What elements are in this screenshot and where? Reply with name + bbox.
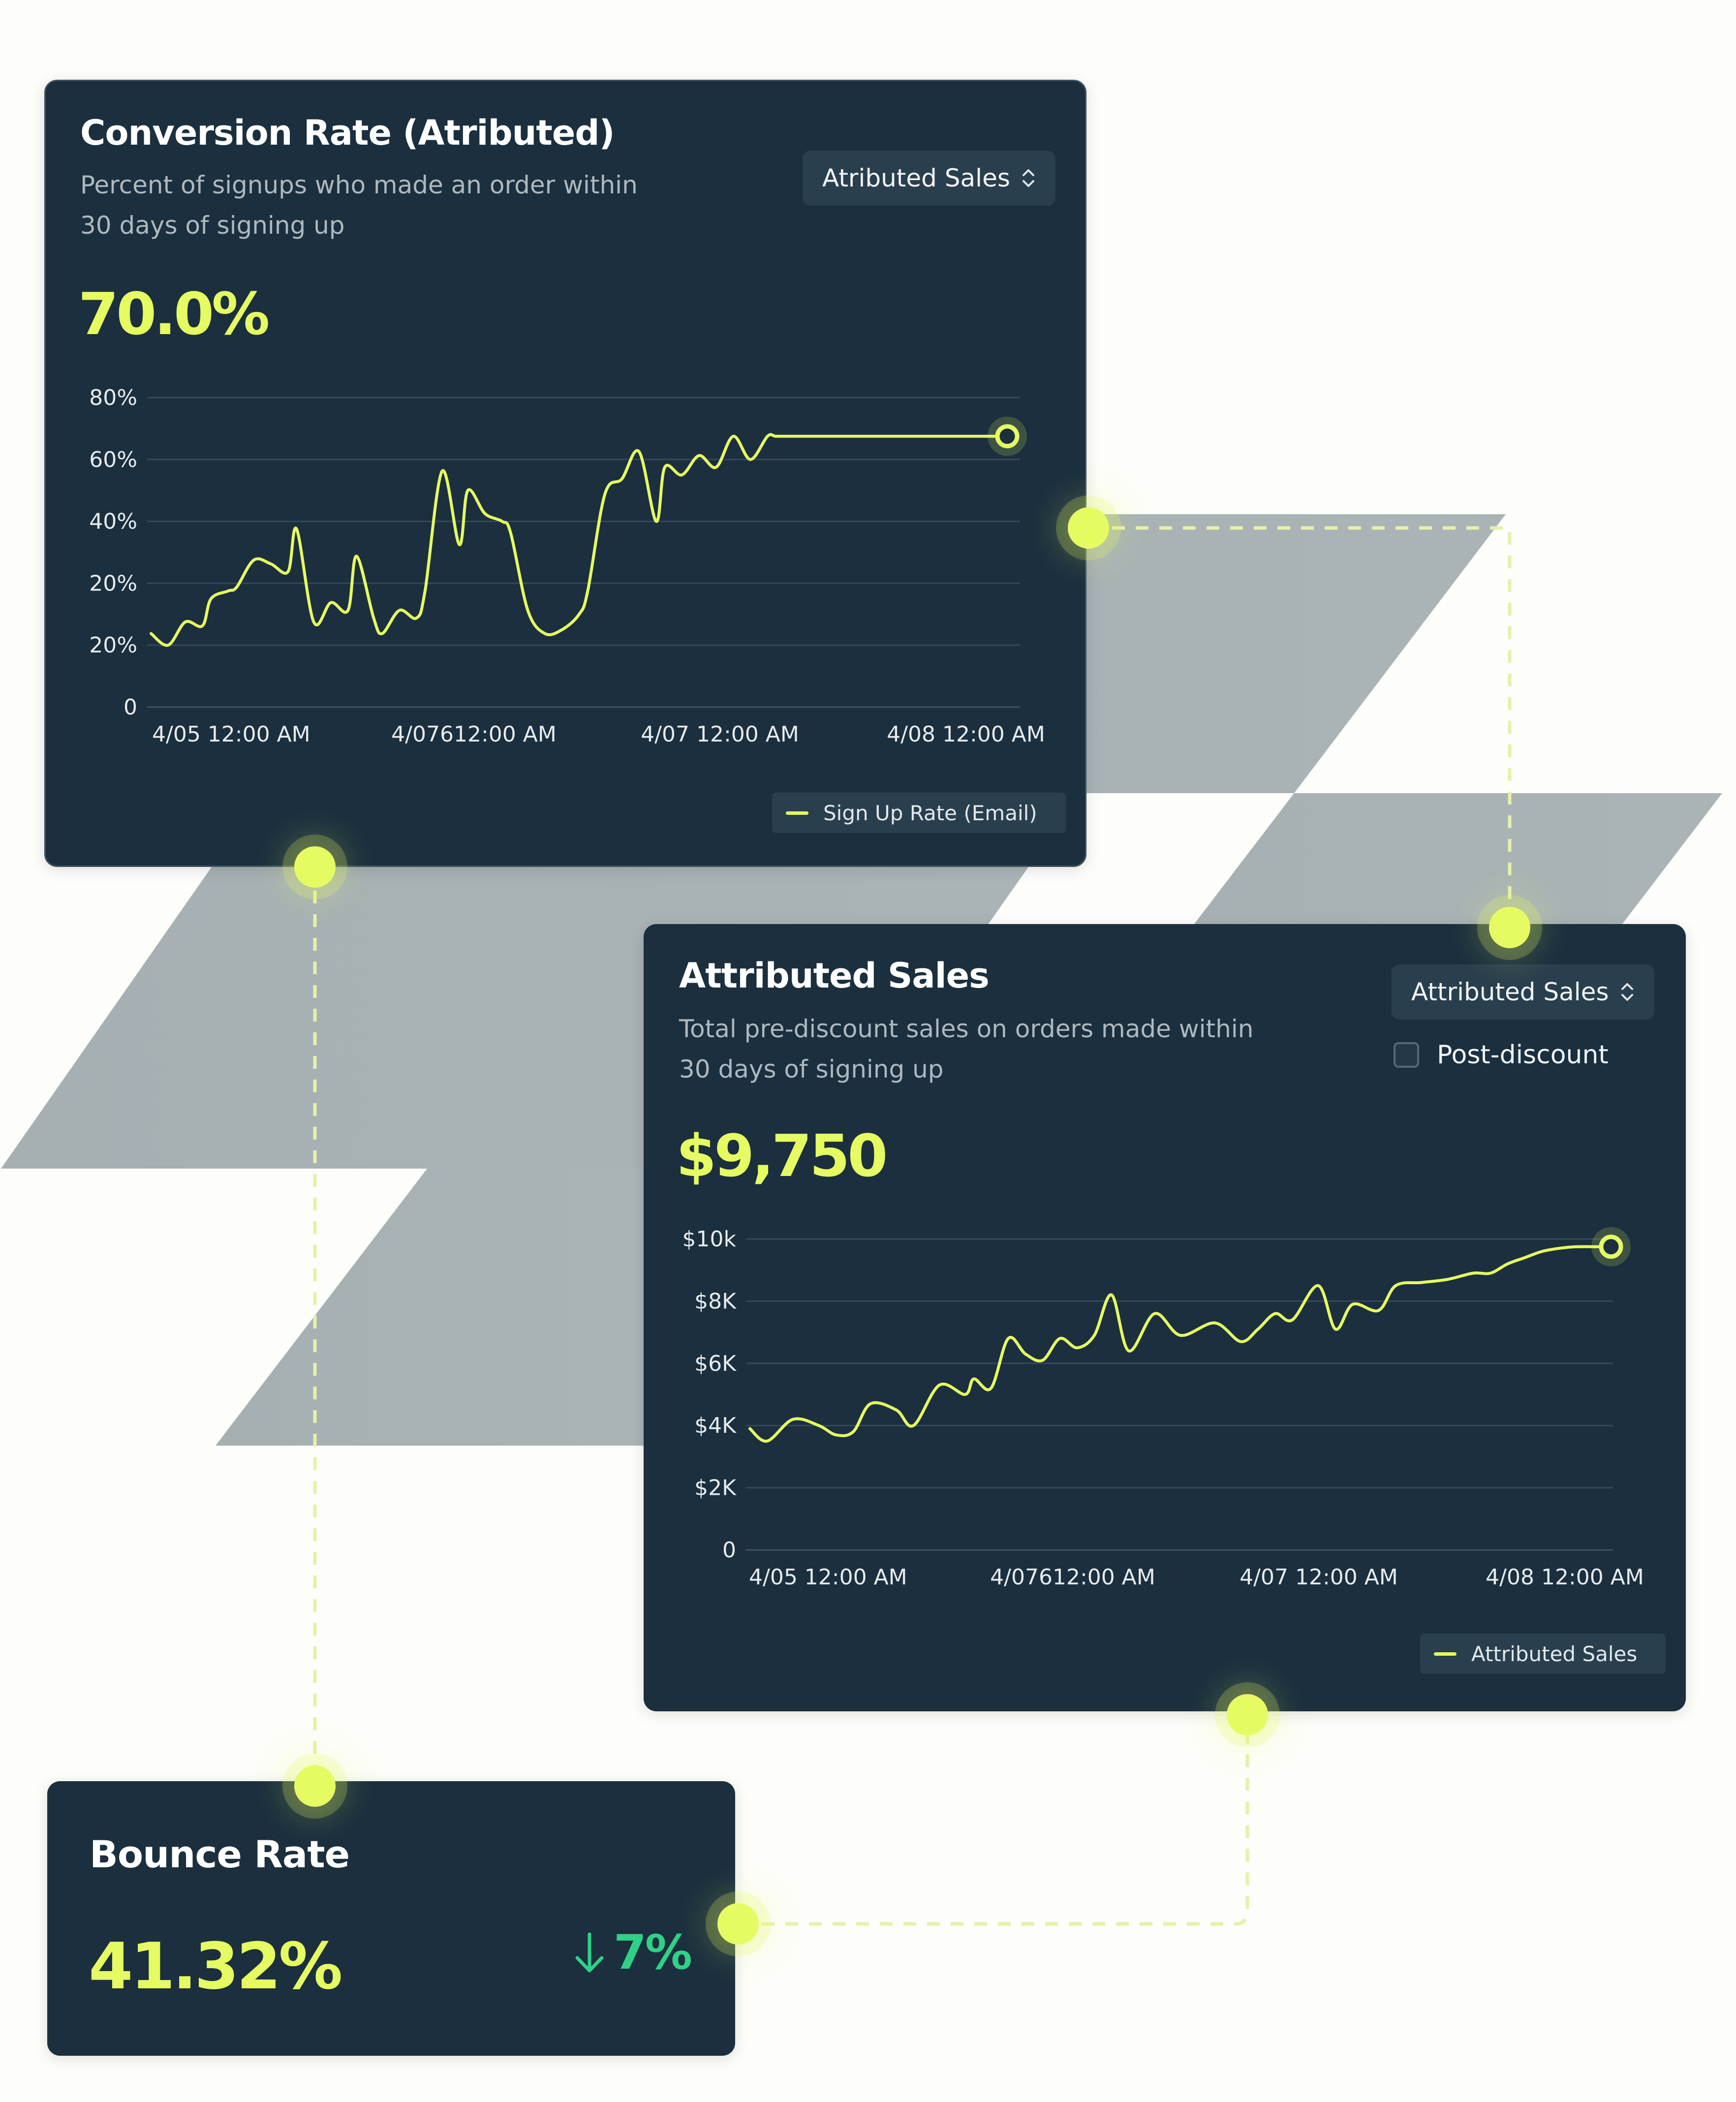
bounce-rate-card: Bounce Rate 41.32% 7% bbox=[47, 1781, 735, 2056]
attributed-sales-value: $9,750 bbox=[676, 1122, 888, 1190]
conversion-rate-value: 70.0% bbox=[78, 280, 270, 348]
y-tick-label: $10k bbox=[682, 1227, 737, 1252]
x-tick-label: 4/08 12:00 AM bbox=[887, 722, 1045, 747]
connector-dot bbox=[294, 1765, 336, 1807]
x-tick-label: 4/05 12:00 AM bbox=[152, 722, 310, 747]
card-subtitle: Percent of signups who made an order wit… bbox=[80, 171, 638, 240]
endpoint-marker bbox=[1599, 1235, 1623, 1259]
connector-line bbox=[1088, 526, 1512, 927]
dropdown-label: Attributed Sales bbox=[1411, 978, 1609, 1006]
bounce-rate-delta: 7% bbox=[572, 1925, 692, 1980]
connector-dot bbox=[717, 1903, 759, 1945]
legend-swatch bbox=[1434, 1652, 1457, 1656]
y-tick-label: 40% bbox=[89, 509, 137, 534]
x-tick-label: 4/07 12:00 AM bbox=[641, 722, 799, 747]
y-tick-label: $2K bbox=[694, 1476, 737, 1501]
metric-dropdown[interactable]: Attributed Sales bbox=[1392, 964, 1654, 1020]
attributed-sales-card: Attributed Sales Total pre-discount sale… bbox=[644, 924, 1686, 1711]
bounce-rate-value: 41.32% bbox=[89, 1929, 342, 2004]
card-title: Conversion Rate (Atributed) bbox=[80, 113, 615, 153]
chevron-up-down-icon bbox=[1621, 983, 1633, 1001]
metric-dropdown[interactable]: Atributed Sales bbox=[803, 151, 1055, 206]
dropdown-label: Atributed Sales bbox=[822, 164, 1010, 192]
post-discount-toggle[interactable]: Post-discount bbox=[1394, 1040, 1609, 1070]
chevron-up-down-icon bbox=[1022, 169, 1034, 187]
post-discount-checkbox[interactable] bbox=[1394, 1042, 1419, 1068]
series-line bbox=[150, 433, 1009, 647]
card-subtitle: Total pre-discount sales on orders made … bbox=[679, 1015, 1254, 1083]
conversion-rate-chart: 80% 60% 40% 20% 20% 0 4/05 12:00 AM 4/07612:00 … bbox=[89, 385, 1045, 747]
delta-value: 7% bbox=[614, 1925, 692, 1980]
y-tick-label: $4K bbox=[694, 1413, 737, 1438]
background-shape bbox=[216, 1169, 650, 1446]
x-tick-label: 4/07 12:00 AM bbox=[1240, 1565, 1398, 1590]
attributed-sales-chart: $10k $8K $6K $4K $2K 0 4/05 12:00 AM 4/07612:00… bbox=[682, 1227, 1644, 1590]
x-tick-label: 4/07612:00 AM bbox=[391, 722, 557, 747]
conversion-rate-card: Conversion Rate (Atributed) Percent of s… bbox=[44, 80, 1086, 867]
legend-label: Sign Up Rate (Email) bbox=[823, 801, 1037, 825]
x-tick-label: 4/07612:00 AM bbox=[990, 1565, 1155, 1590]
checkbox-label: Post-discount bbox=[1437, 1040, 1609, 1070]
y-tick-label: 20% bbox=[89, 571, 137, 596]
y-tick-label: $6K bbox=[694, 1351, 737, 1376]
card-title: Attributed Sales bbox=[679, 956, 990, 996]
endpoint-marker bbox=[995, 424, 1020, 449]
y-tick-label: 0 bbox=[124, 695, 137, 720]
chart-legend[interactable]: Sign Up Rate (Email) bbox=[772, 793, 1066, 833]
legend-label: Attributed Sales bbox=[1471, 1641, 1638, 1666]
y-tick-label: $8K bbox=[694, 1289, 737, 1314]
y-tick-label: 80% bbox=[89, 385, 137, 410]
connector-line bbox=[738, 1717, 1249, 1926]
x-tick-label: 4/08 12:00 AM bbox=[1486, 1565, 1644, 1590]
y-tick-label: 60% bbox=[89, 447, 137, 472]
legend-swatch bbox=[786, 811, 808, 815]
y-tick-label: 20% bbox=[89, 633, 137, 658]
y-tick-label: 0 bbox=[722, 1538, 736, 1563]
card-title: Bounce Rate bbox=[90, 1832, 350, 1876]
chart-legend[interactable]: Attributed Sales bbox=[1420, 1634, 1666, 1674]
x-tick-label: 4/05 12:00 AM bbox=[749, 1565, 907, 1590]
connector-dot bbox=[294, 846, 336, 888]
series-line bbox=[748, 1245, 1612, 1443]
arrow-down-icon bbox=[575, 1932, 604, 1973]
connector-dot bbox=[1068, 507, 1109, 549]
connector-dot bbox=[1489, 907, 1530, 948]
connector-dot bbox=[1227, 1694, 1268, 1735]
